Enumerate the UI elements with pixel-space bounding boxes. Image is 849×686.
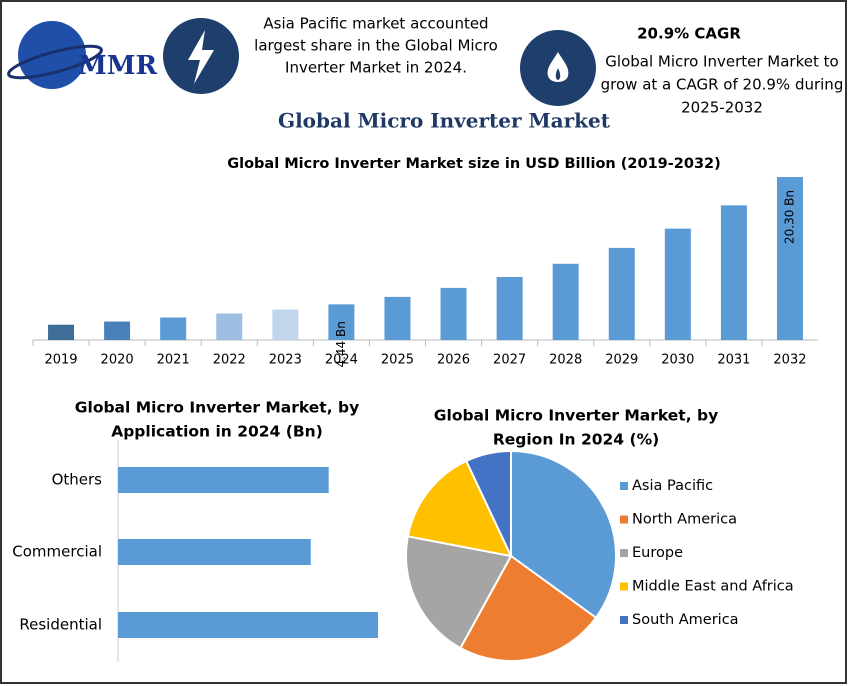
- bar: [384, 296, 411, 340]
- legend-swatch: [620, 616, 628, 624]
- legend-swatch: [620, 582, 628, 591]
- x-tick-label: 2027: [493, 353, 526, 368]
- bar: [608, 247, 635, 340]
- x-tick-label: 2028: [549, 353, 582, 368]
- x-tick-label: 2029: [605, 353, 638, 368]
- legend-swatch: [620, 482, 628, 490]
- pie-slice: [406, 459, 513, 558]
- x-tick-label: 2026: [437, 353, 470, 368]
- x-tick-label: 2022: [213, 353, 246, 368]
- legend-label: North America: [632, 512, 737, 528]
- value-label: 4.44 Bn: [334, 321, 348, 367]
- legend-label: Europe: [632, 545, 683, 561]
- logo-text: MMR: [78, 51, 158, 81]
- x-tick-label: 2030: [661, 353, 694, 368]
- bar: [776, 177, 803, 340]
- insight-line: Inverter Market in 2024.: [285, 59, 467, 77]
- x-tick-label: 2023: [269, 353, 302, 368]
- chart-title: Region In 2024 (%): [493, 431, 659, 449]
- x-tick-label: 2032: [773, 353, 806, 368]
- legend-swatch: [620, 515, 628, 524]
- chart-title: Global Micro Inverter Market, by: [434, 407, 718, 425]
- value-label: 20.30 Bn: [782, 190, 796, 244]
- y-tick-label: Others: [52, 471, 103, 489]
- chart-title: Global Micro Inverter Market size in USD…: [227, 156, 721, 172]
- bar: [720, 205, 747, 340]
- icon-flame: [547, 52, 569, 82]
- bar: [272, 309, 299, 340]
- bar: [496, 276, 523, 340]
- pie-slice: [405, 535, 513, 650]
- logo: MMR: [7, 21, 158, 89]
- y-tick-label: Commercial: [12, 543, 102, 561]
- main-title: Global Micro Inverter Market: [278, 109, 611, 133]
- bar: [104, 321, 131, 340]
- bar: [664, 228, 691, 340]
- y-tick-label: Residential: [19, 616, 102, 634]
- bar: [118, 539, 311, 565]
- insight-line: 2025-2032: [681, 99, 763, 117]
- bar: [118, 467, 329, 493]
- icon-bolt: [188, 30, 214, 84]
- pie-slice: [459, 554, 598, 662]
- bar: [552, 263, 579, 340]
- insight-line: largest share in the Global Micro: [254, 37, 498, 55]
- insight-line: Asia Pacific market accounted: [263, 15, 488, 33]
- insight-line: Global Micro Inverter Market to: [605, 53, 838, 71]
- legend-label: Middle East and Africa: [632, 579, 794, 595]
- cagr-title: 20.9% CAGR: [637, 25, 741, 43]
- legend-label: South America: [632, 612, 739, 628]
- x-tick-label: 2025: [381, 353, 414, 368]
- bar: [216, 313, 243, 340]
- pie-slice: [464, 449, 512, 557]
- insight-line: grow at a CAGR of 20.9% during: [601, 76, 844, 94]
- x-tick-label: 2020: [101, 353, 134, 368]
- bar: [48, 324, 75, 340]
- x-tick-label: 2019: [44, 353, 77, 368]
- legend-swatch: [620, 549, 628, 557]
- legend-label: Asia Pacific: [632, 478, 713, 494]
- bar: [160, 317, 187, 340]
- bar: [118, 612, 378, 638]
- bar: [328, 304, 355, 340]
- pie-slice: [510, 449, 617, 620]
- chart-title: Global Micro Inverter Market, by: [75, 399, 359, 417]
- x-tick-label: 2021: [157, 353, 190, 368]
- x-tick-label: 2024: [325, 353, 358, 368]
- x-tick-label: 2031: [717, 353, 750, 368]
- bar: [440, 287, 467, 340]
- chart-title: Application in 2024 (Bn): [111, 423, 323, 441]
